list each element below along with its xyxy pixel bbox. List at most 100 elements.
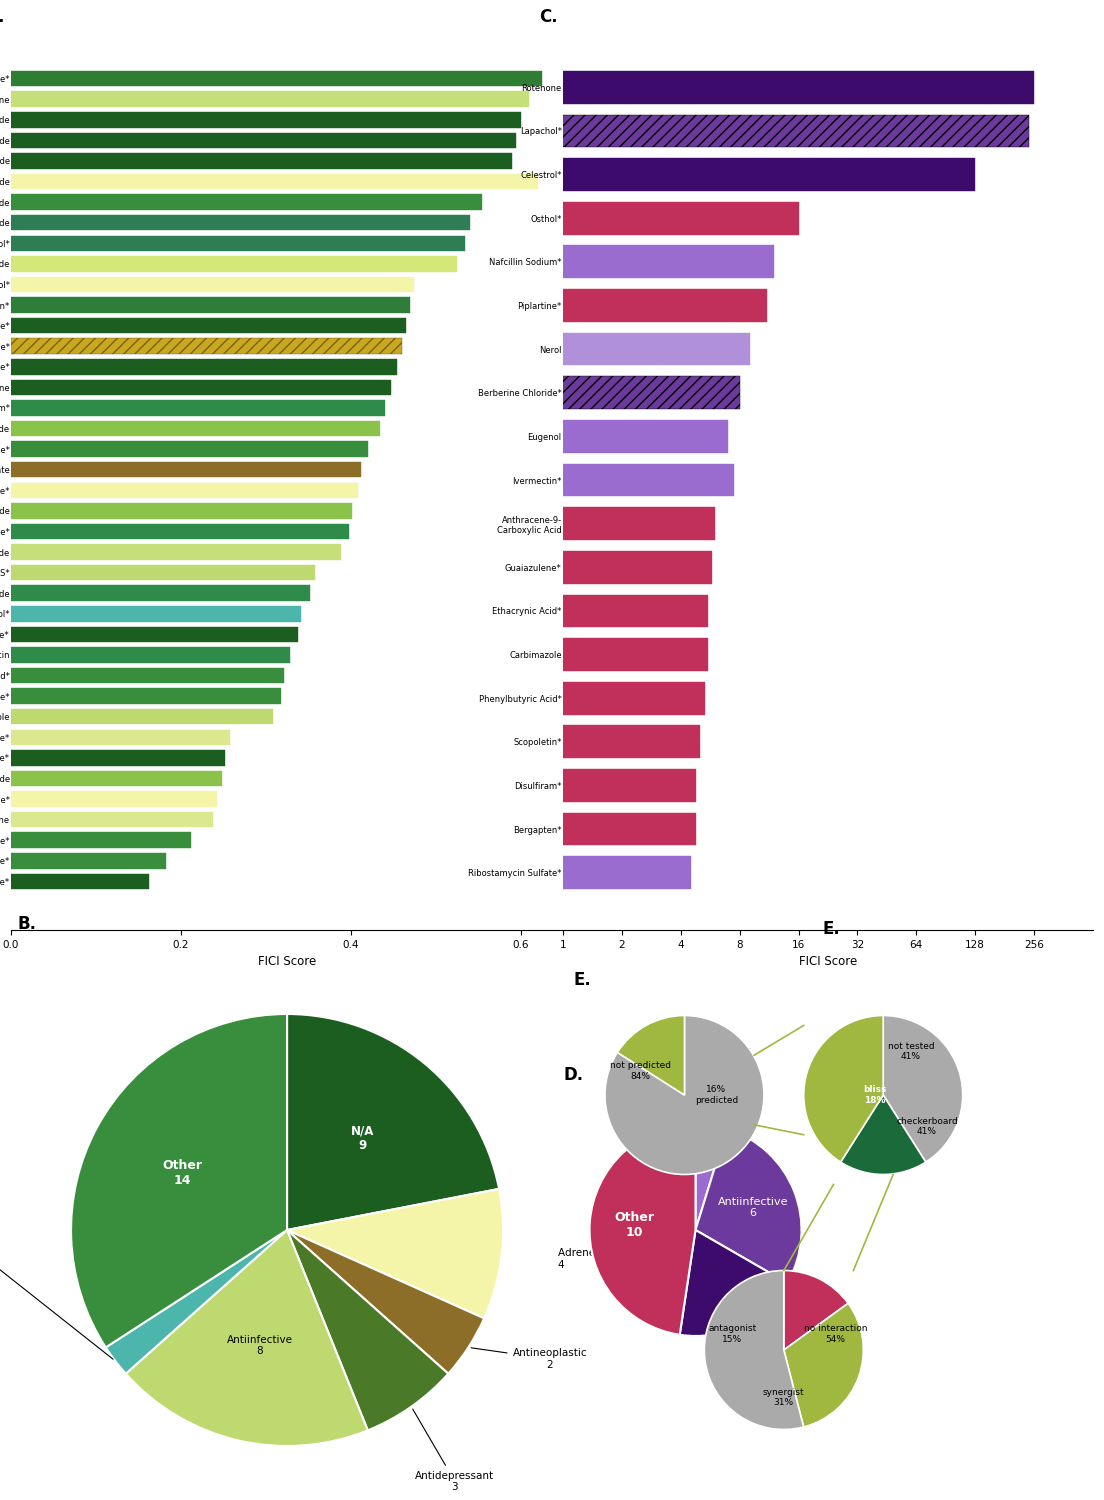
X-axis label: FICI Score: FICI Score	[258, 956, 316, 969]
Text: B.: B.	[17, 915, 36, 933]
Wedge shape	[126, 1230, 368, 1446]
Bar	[11, 70, 542, 87]
Bar	[0, 550, 712, 584]
Text: checkerboard
41%: checkerboard 41%	[896, 1118, 958, 1137]
Text: Estrogen Blocker
1: Estrogen Blocker 1	[662, 1046, 751, 1122]
Wedge shape	[71, 1014, 287, 1347]
Text: Antiinfective
8: Antiinfective 8	[227, 1335, 293, 1356]
Wedge shape	[696, 1124, 726, 1230]
Text: Antidepressant
3: Antidepressant 3	[413, 1408, 495, 1492]
Bar	[11, 358, 397, 375]
Bar	[11, 771, 222, 786]
Text: D.: D.	[563, 1066, 583, 1084]
Bar	[11, 873, 149, 889]
Text: C.: C.	[539, 8, 558, 26]
Text: N/A
9: N/A 9	[351, 1125, 374, 1152]
Bar	[11, 400, 384, 416]
Bar	[11, 812, 213, 828]
Text: Antiinfective
6: Antiinfective 6	[718, 1197, 788, 1218]
Wedge shape	[287, 1230, 485, 1374]
Bar	[11, 153, 512, 168]
Text: Estrogen
1: Estrogen 1	[0, 1221, 113, 1359]
Text: A.: A.	[0, 8, 6, 26]
Text: Other
14: Other 14	[162, 1160, 203, 1186]
Wedge shape	[696, 1128, 802, 1282]
Wedge shape	[605, 1016, 764, 1174]
Bar	[11, 606, 301, 621]
Wedge shape	[784, 1304, 863, 1426]
Bar	[11, 174, 538, 189]
Bar	[11, 483, 358, 498]
Wedge shape	[287, 1014, 499, 1230]
Text: Other
10: Other 10	[614, 1212, 655, 1239]
Bar	[11, 380, 392, 394]
Bar	[11, 503, 352, 519]
Wedge shape	[287, 1230, 448, 1431]
Text: 16%
predicted: 16% predicted	[694, 1086, 737, 1104]
Bar	[11, 256, 457, 272]
Bar	[11, 729, 230, 746]
Bar	[11, 792, 216, 807]
Bar	[0, 594, 708, 627]
Bar	[0, 376, 740, 410]
Bar	[0, 464, 734, 496]
Bar	[0, 726, 700, 758]
Bar	[0, 420, 729, 453]
Bar	[0, 158, 975, 190]
Bar	[11, 441, 368, 458]
Text: Adrenergic Agonist
4: Adrenergic Agonist 4	[558, 1248, 657, 1270]
Wedge shape	[804, 1016, 883, 1162]
Bar	[11, 750, 225, 765]
Bar	[11, 688, 282, 703]
Text: Antineoplastic
4: Antineoplastic 4	[718, 1328, 793, 1390]
Bar	[11, 112, 521, 128]
Bar	[0, 813, 697, 846]
Bar	[11, 544, 340, 560]
Text: not predicted
84%: not predicted 84%	[611, 1062, 671, 1082]
Text: no interaction
54%: no interaction 54%	[804, 1324, 868, 1344]
Wedge shape	[106, 1230, 287, 1374]
Bar	[11, 566, 315, 580]
Bar	[0, 770, 697, 802]
Bar	[11, 627, 298, 642]
Text: antagonist
15%: antagonist 15%	[708, 1324, 756, 1344]
Text: E.: E.	[822, 921, 840, 939]
Bar	[11, 646, 289, 663]
Bar	[0, 70, 1034, 104]
Bar	[11, 318, 406, 333]
Bar	[0, 246, 774, 278]
Wedge shape	[840, 1095, 926, 1174]
Bar	[11, 833, 191, 848]
Bar	[0, 202, 798, 234]
Bar	[11, 422, 381, 436]
Bar	[0, 333, 750, 366]
Bar	[11, 339, 402, 354]
Bar	[11, 710, 273, 724]
Wedge shape	[784, 1270, 848, 1350]
Bar	[11, 195, 482, 210]
Wedge shape	[287, 1190, 503, 1318]
Bar	[11, 297, 411, 314]
Text: synergist
31%: synergist 31%	[763, 1388, 805, 1407]
X-axis label: FICI Score: FICI Score	[799, 956, 857, 969]
Bar	[11, 214, 469, 231]
Bar	[11, 276, 414, 292]
Wedge shape	[680, 1230, 787, 1336]
Bar	[11, 853, 166, 868]
Bar	[0, 507, 715, 540]
Wedge shape	[704, 1270, 804, 1430]
Bar	[0, 682, 704, 714]
Bar	[0, 856, 691, 889]
Wedge shape	[590, 1124, 696, 1335]
Bar	[11, 585, 310, 602]
Bar	[11, 524, 349, 538]
Wedge shape	[617, 1016, 684, 1095]
Wedge shape	[883, 1016, 963, 1162]
Bar	[11, 668, 285, 684]
Bar	[0, 638, 708, 670]
Bar	[0, 290, 767, 322]
Bar	[11, 132, 517, 148]
Bar	[11, 462, 361, 477]
Text: E.: E.	[574, 970, 592, 988]
Bar	[0, 114, 1029, 147]
